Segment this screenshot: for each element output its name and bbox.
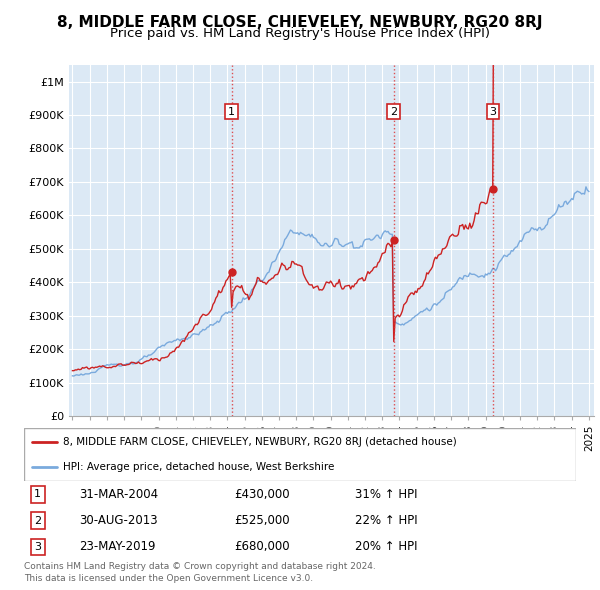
Text: 8, MIDDLE FARM CLOSE, CHIEVELEY, NEWBURY, RG20 8RJ: 8, MIDDLE FARM CLOSE, CHIEVELEY, NEWBURY… (57, 15, 543, 30)
Text: 23-MAY-2019: 23-MAY-2019 (79, 540, 156, 553)
Text: HPI: Average price, detached house, West Berkshire: HPI: Average price, detached house, West… (62, 461, 334, 471)
Text: 30-AUG-2013: 30-AUG-2013 (79, 514, 158, 527)
Text: 1: 1 (34, 489, 41, 499)
Text: £525,000: £525,000 (234, 514, 289, 527)
Text: 3: 3 (489, 107, 496, 117)
Text: Price paid vs. HM Land Registry's House Price Index (HPI): Price paid vs. HM Land Registry's House … (110, 27, 490, 40)
Text: This data is licensed under the Open Government Licence v3.0.: This data is licensed under the Open Gov… (24, 574, 313, 583)
Text: 1: 1 (228, 107, 235, 117)
Text: 20% ↑ HPI: 20% ↑ HPI (355, 540, 418, 553)
Text: 3: 3 (34, 542, 41, 552)
Text: £430,000: £430,000 (234, 488, 289, 501)
Text: 22% ↑ HPI: 22% ↑ HPI (355, 514, 418, 527)
Text: 31% ↑ HPI: 31% ↑ HPI (355, 488, 418, 501)
Text: 31-MAR-2004: 31-MAR-2004 (79, 488, 158, 501)
Text: 2: 2 (34, 516, 41, 526)
Text: Contains HM Land Registry data © Crown copyright and database right 2024.: Contains HM Land Registry data © Crown c… (24, 562, 376, 571)
Text: 8, MIDDLE FARM CLOSE, CHIEVELEY, NEWBURY, RG20 8RJ (detached house): 8, MIDDLE FARM CLOSE, CHIEVELEY, NEWBURY… (62, 437, 457, 447)
Text: £680,000: £680,000 (234, 540, 289, 553)
Text: 2: 2 (390, 107, 397, 117)
